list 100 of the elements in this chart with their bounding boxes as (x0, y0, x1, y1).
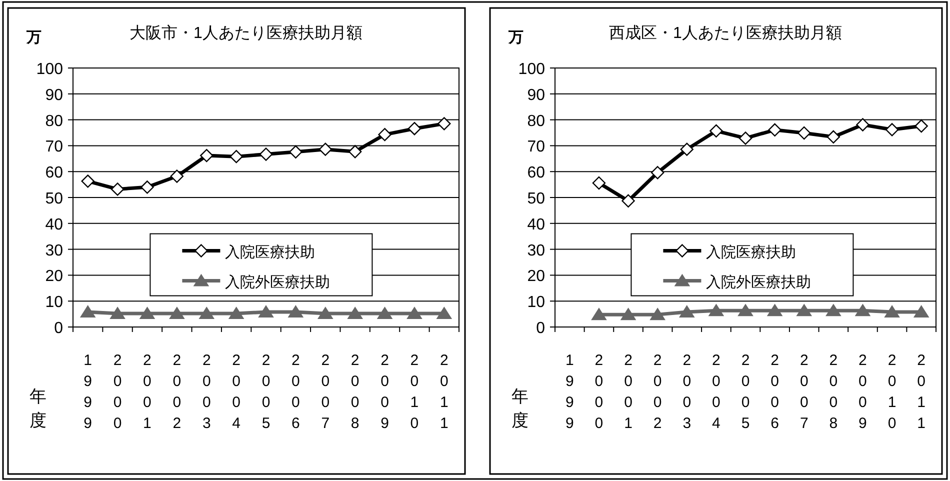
point (408, 122, 422, 136)
x-tick-label: 2000 (113, 352, 122, 432)
y-tick-label: 30 (45, 242, 64, 260)
chart-title: 西成区・1人あたり医療扶助月額 (609, 24, 842, 42)
point (622, 194, 635, 208)
point (80, 305, 96, 318)
point (738, 304, 753, 316)
point (650, 166, 664, 180)
x-tick-label: 2003 (682, 352, 692, 432)
x-tick-label: 2008 (350, 352, 360, 432)
point (914, 305, 929, 318)
point (140, 307, 155, 320)
point (885, 123, 899, 136)
chart-title: 大阪市・1人あたり医療扶助月額 (130, 24, 362, 42)
x-tick-label: 2009 (380, 352, 389, 432)
point (826, 130, 840, 144)
point (592, 176, 606, 190)
x-tick-label: 2002 (653, 352, 662, 432)
y-tick-label: 20 (527, 268, 546, 286)
point (826, 304, 841, 316)
point (884, 305, 900, 318)
point (81, 174, 94, 188)
point (110, 182, 124, 196)
point (796, 304, 812, 316)
point (620, 308, 636, 320)
point (348, 307, 363, 320)
legend-label: 入院医療扶助 (225, 244, 316, 261)
y-tick-label: 0 (536, 320, 546, 337)
point (708, 304, 724, 316)
x-tick-label: 2009 (858, 352, 867, 432)
x-tick-label: 1999 (565, 352, 574, 432)
point (289, 145, 302, 159)
y-tick-label: 40 (527, 216, 546, 234)
point (377, 307, 392, 320)
point (199, 307, 214, 320)
x-tick-label: 2008 (829, 352, 838, 432)
y-tick-label: 0 (54, 320, 64, 337)
x-tick-label: 2006 (292, 352, 300, 432)
legend-label: 入院外医療扶助 (706, 274, 812, 291)
x-tick-label: 2005 (262, 352, 270, 432)
y-tick-label: 90 (527, 86, 546, 104)
y-tick-label: 60 (45, 164, 64, 182)
x-tick-label: 2006 (770, 352, 779, 432)
point (767, 304, 782, 316)
x-tick-label: 2010 (410, 352, 419, 432)
point (438, 117, 451, 130)
point (378, 128, 392, 142)
point (228, 307, 244, 320)
y-tick-label: 30 (527, 242, 546, 260)
point (710, 124, 723, 138)
x-tick-label: 2001 (624, 352, 632, 432)
x-tick-label: 2001 (143, 352, 152, 432)
point (259, 148, 273, 161)
y-tick-label: 80 (527, 112, 546, 130)
y-tick-label: 20 (45, 268, 64, 286)
y-tick-label: 10 (527, 294, 546, 312)
point (348, 145, 362, 158)
point (288, 305, 304, 318)
y-axis-title: 万 (26, 29, 42, 46)
y-tick-label: 70 (45, 138, 64, 156)
point (680, 142, 694, 156)
point (169, 307, 184, 320)
y-axis-title: 万 (508, 29, 524, 46)
x-tick-label: 1999 (84, 352, 92, 432)
y-tick-label: 50 (45, 190, 64, 208)
x-tick-label: 2010 (888, 352, 896, 432)
x-tick-label: 2002 (172, 352, 182, 432)
point (200, 148, 214, 162)
point (140, 180, 154, 194)
point (170, 170, 184, 183)
x-axis-title: 年度 (512, 387, 528, 430)
point (591, 308, 606, 320)
x-tick-label: 2007 (800, 352, 808, 432)
y-tick-label: 100 (518, 61, 546, 78)
x-tick-label: 2004 (232, 352, 240, 432)
point (436, 307, 452, 320)
x-tick-label: 2011 (440, 352, 448, 432)
point (110, 307, 126, 320)
y-tick-label: 40 (45, 216, 64, 234)
legend-label: 入院外医療扶助 (225, 274, 330, 291)
x-axis-title: 年度 (30, 387, 46, 430)
point (258, 305, 274, 318)
point (650, 308, 666, 320)
point (738, 132, 752, 145)
x-tick-label: 2011 (917, 352, 926, 432)
point (914, 119, 928, 133)
y-tick-label: 10 (45, 294, 64, 312)
y-tick-label: 70 (527, 138, 546, 156)
x-tick-label: 2007 (321, 352, 330, 432)
y-tick-label: 90 (45, 86, 64, 104)
x-tick-label: 2000 (594, 352, 604, 432)
point (406, 307, 422, 320)
x-tick-label: 2003 (202, 352, 211, 432)
point (679, 305, 694, 318)
point (856, 118, 870, 132)
point (768, 123, 782, 136)
x-tick-label: 2004 (712, 352, 720, 432)
point (230, 150, 243, 164)
x-tick-label: 2005 (741, 352, 750, 432)
y-tick-label: 50 (527, 190, 546, 208)
